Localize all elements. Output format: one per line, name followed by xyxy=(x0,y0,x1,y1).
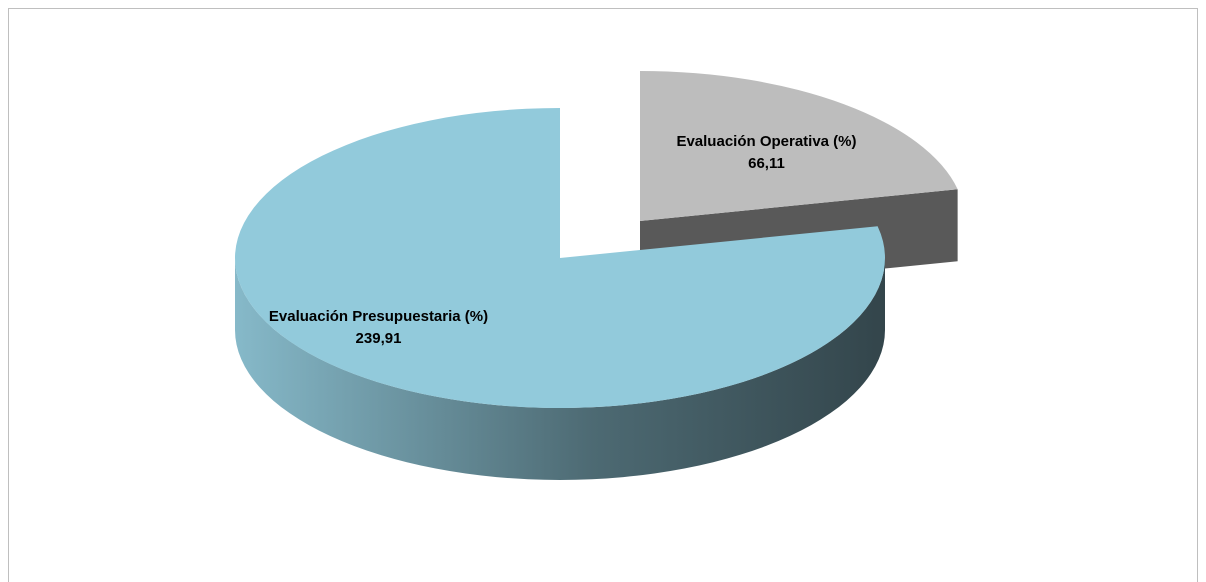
slice xyxy=(235,108,886,408)
value-label: 239,91 xyxy=(355,330,402,348)
data-label: Evaluación Presupuestaria (%) 239,91 xyxy=(259,306,499,350)
slice xyxy=(640,71,958,221)
value-label: 66,11 xyxy=(748,154,785,172)
chart-frame xyxy=(8,8,1198,582)
slice-label: Evaluación Operativa (%) xyxy=(676,132,857,150)
slice-label: Evaluación Presupuestaria (%) xyxy=(268,308,489,326)
slice-side xyxy=(235,258,885,480)
data-label: Evaluación Operativa (%) 66,11 xyxy=(666,131,866,175)
